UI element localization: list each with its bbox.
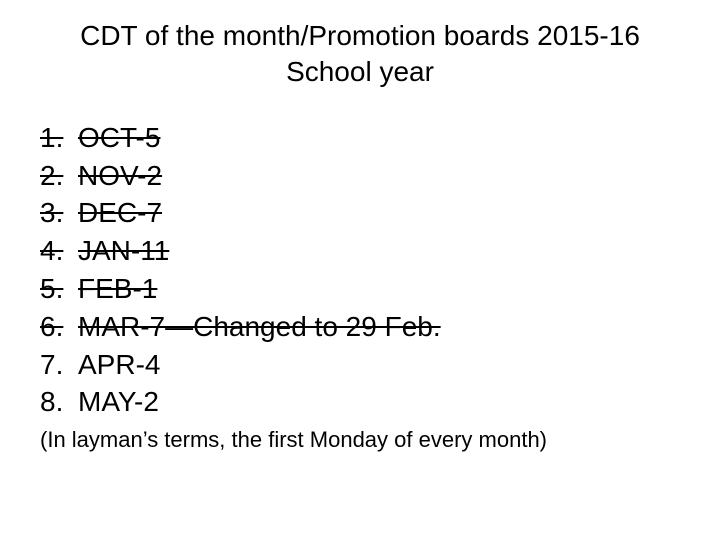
- item-text: NOV-2: [78, 157, 162, 195]
- item-text: MAR-7—Changed to 29 Feb.: [78, 308, 441, 346]
- list-item: 8. MAY-2: [40, 383, 680, 421]
- list-item: 5. FEB-1: [40, 270, 680, 308]
- item-number: 6.: [40, 308, 78, 346]
- item-text: APR-4: [78, 346, 160, 384]
- schedule-list: 1. OCT-5 2. NOV-2 3. DEC-7 4. JAN-11 5. …: [40, 119, 680, 421]
- item-text: JAN-11: [78, 232, 169, 270]
- list-item: 7. APR-4: [40, 346, 680, 384]
- list-item: 6. MAR-7—Changed to 29 Feb.: [40, 308, 680, 346]
- list-item: 4. JAN-11: [40, 232, 680, 270]
- item-number: 1.: [40, 119, 78, 157]
- item-number: 5.: [40, 270, 78, 308]
- item-text: OCT-5: [78, 119, 160, 157]
- item-number: 2.: [40, 157, 78, 195]
- item-number: 4.: [40, 232, 78, 270]
- item-text: MAY-2: [78, 383, 159, 421]
- footnote-text: (In layman’s terms, the first Monday of …: [40, 427, 680, 453]
- item-number: 7.: [40, 346, 78, 384]
- list-item: 3. DEC-7: [40, 194, 680, 232]
- page-title: CDT of the month/Promotion boards 2015-1…: [40, 18, 680, 91]
- item-text: DEC-7: [78, 194, 162, 232]
- slide-container: CDT of the month/Promotion boards 2015-1…: [0, 0, 720, 540]
- list-item: 2. NOV-2: [40, 157, 680, 195]
- item-number: 3.: [40, 194, 78, 232]
- list-item: 1. OCT-5: [40, 119, 680, 157]
- item-text: FEB-1: [78, 270, 157, 308]
- item-number: 8.: [40, 383, 78, 421]
